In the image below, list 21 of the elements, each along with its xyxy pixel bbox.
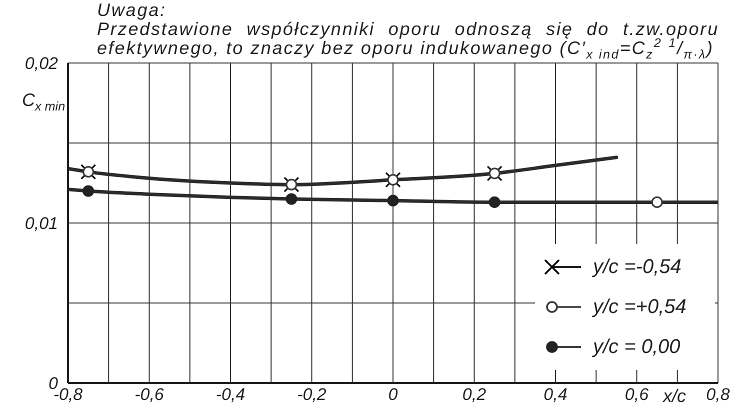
point [286, 193, 298, 205]
legend-label: y/c =-0,54 [593, 256, 682, 278]
x-tick-label: -0,4 [216, 385, 246, 404]
point [651, 196, 663, 208]
text: Uwaga: [97, 0, 168, 20]
y-axis-title: C$_{x min}$ [22, 90, 66, 114]
x-tick-label: 0,8 [706, 385, 730, 404]
x-tick-label: 0,4 [544, 385, 568, 404]
legend-label: y/c =+0,54 [593, 296, 686, 318]
y-tick-label: 0,02 [24, 54, 59, 74]
point [387, 194, 399, 206]
x-tick-label: 0 [388, 385, 398, 404]
point [82, 185, 94, 197]
point [488, 196, 500, 208]
x-axis-title: x/c [663, 386, 686, 406]
legend-label: y/c = 0,00 [593, 336, 680, 358]
x-tick-label: -0,6 [134, 385, 164, 404]
x-tick-label: -0,2 [297, 385, 327, 404]
x-tick-label: 0,6 [624, 385, 650, 404]
x-tick-label: 0,2 [462, 385, 487, 404]
y-tick-label: 0,01 [24, 214, 58, 234]
